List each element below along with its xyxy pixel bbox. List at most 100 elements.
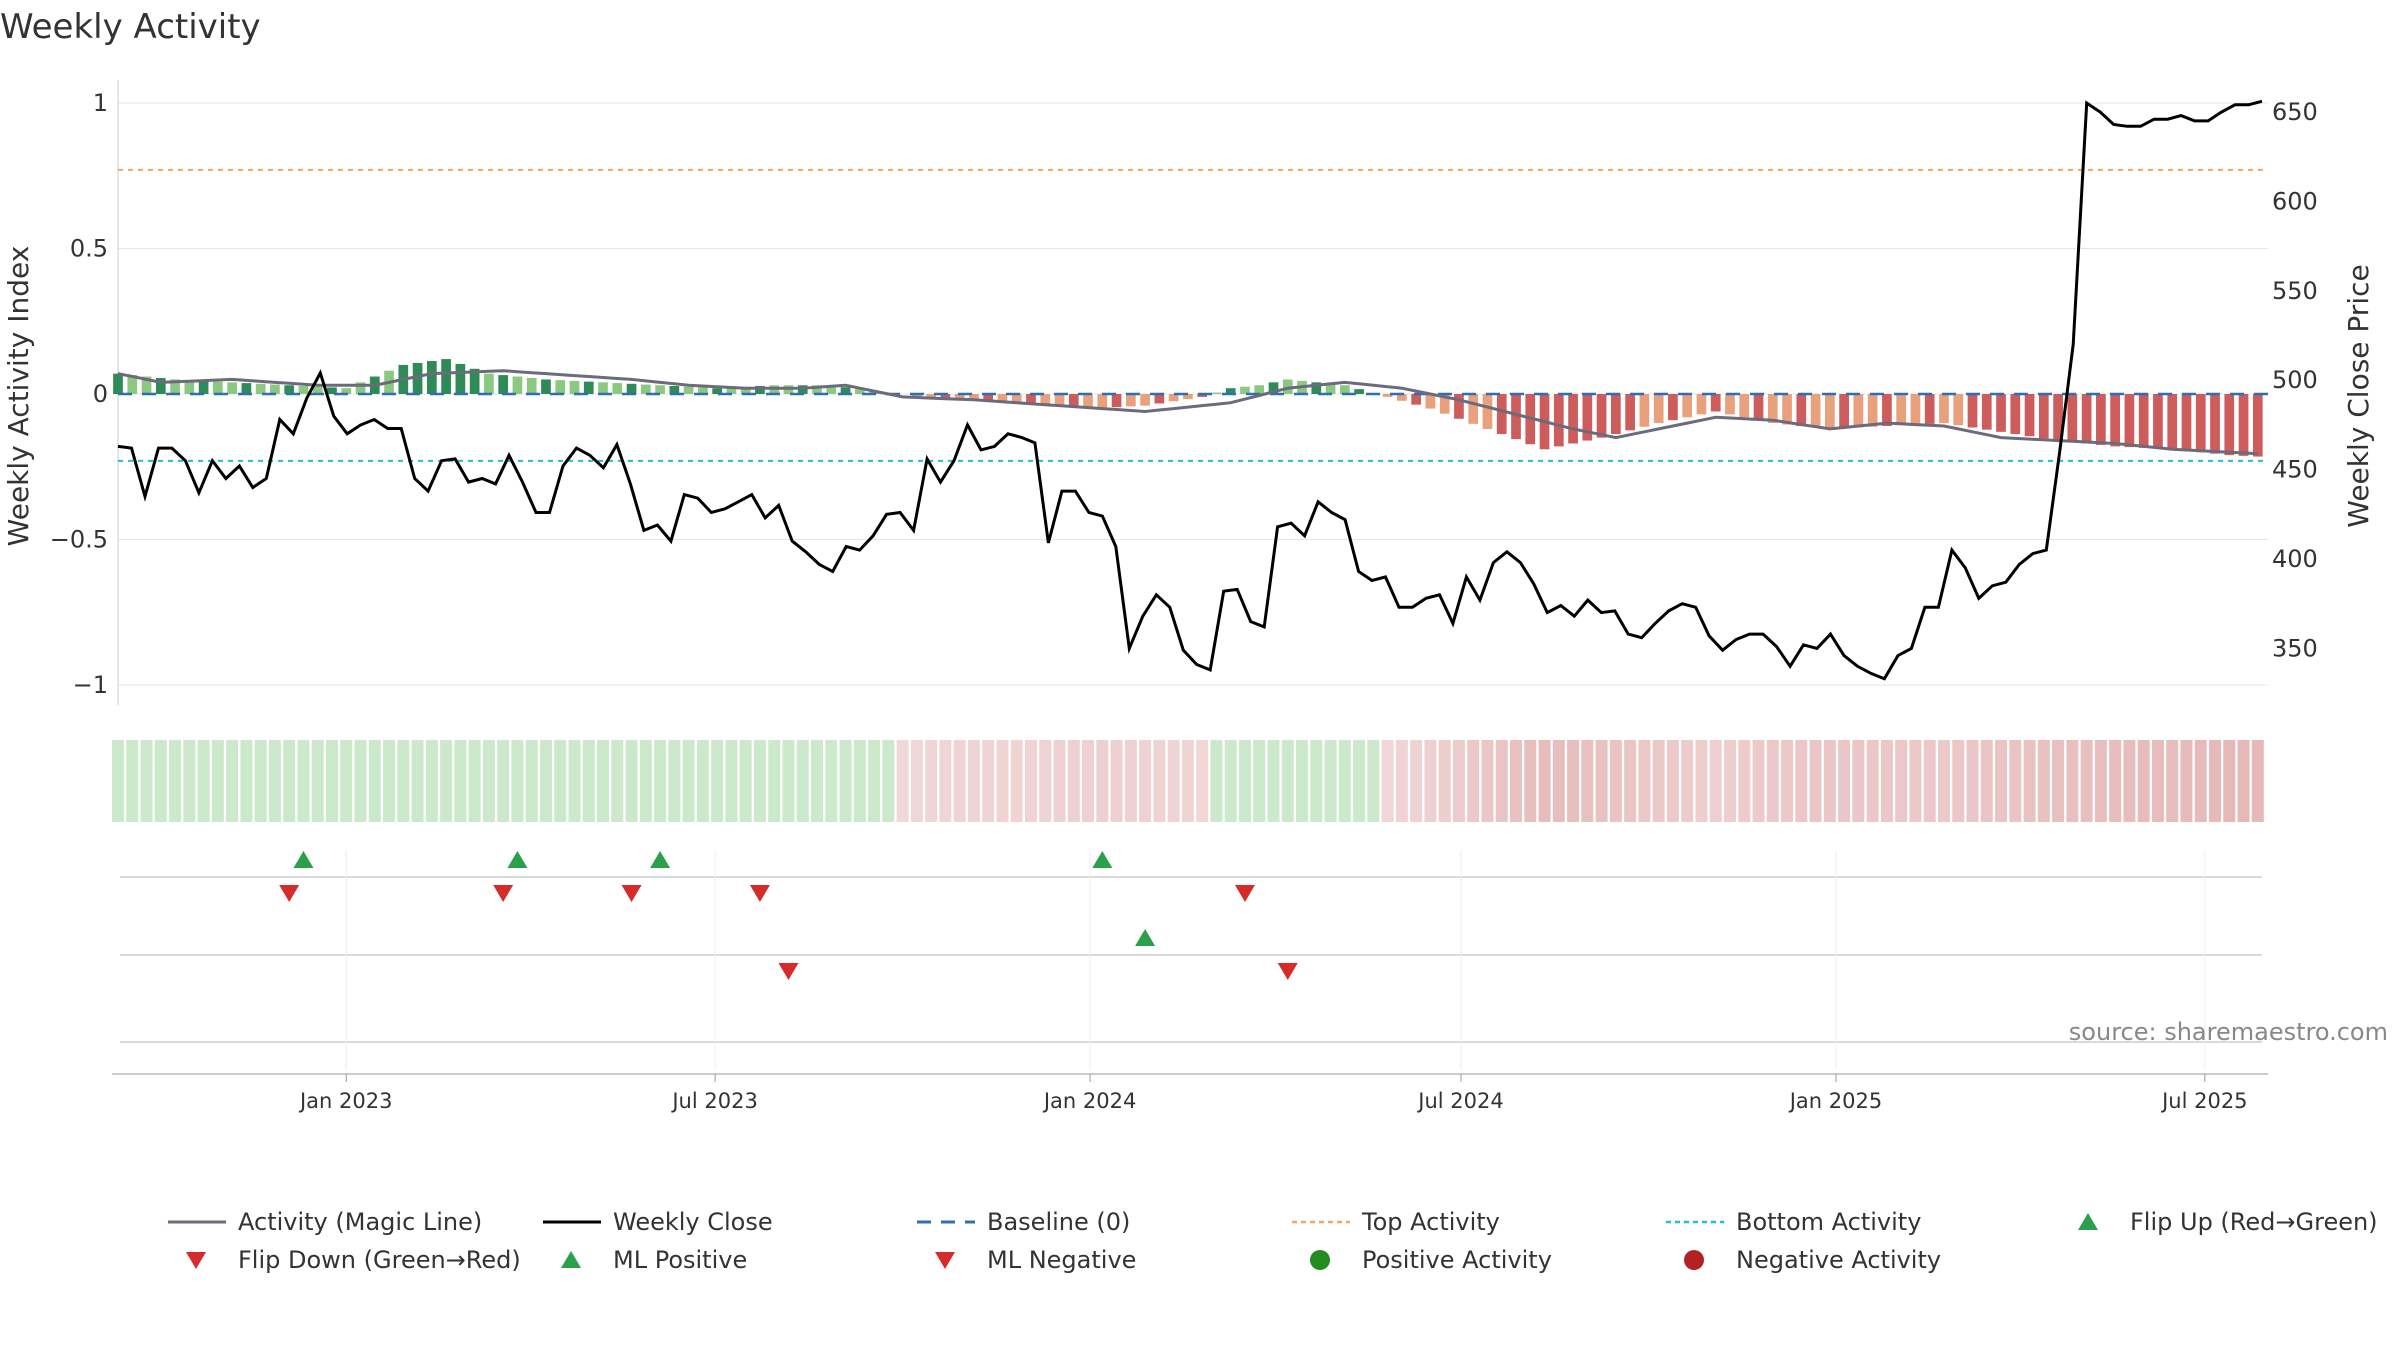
strip-cell xyxy=(896,740,909,822)
strip-cell xyxy=(1410,740,1423,822)
legend-label: Negative Activity xyxy=(1736,1246,1941,1274)
activity-bar xyxy=(1796,394,1807,427)
strip-cell xyxy=(340,740,353,822)
activity-bar xyxy=(1225,388,1236,394)
activity-bar xyxy=(1839,394,1849,429)
strip-cell xyxy=(2037,740,2050,822)
strip-cell xyxy=(411,740,424,822)
activity-bar xyxy=(1625,394,1635,431)
legend-swatch-circle xyxy=(1310,1250,1330,1270)
activity-bar xyxy=(598,382,608,394)
strip-cell xyxy=(254,740,267,822)
activity-bar xyxy=(426,361,437,394)
strip-cell xyxy=(1995,740,2008,822)
strip-cell xyxy=(1852,740,1865,822)
activity-bar xyxy=(612,383,623,394)
strip-cell xyxy=(1296,740,1309,822)
strip-cell xyxy=(2166,740,2179,822)
strip-cell xyxy=(1381,740,1394,822)
activity-bar xyxy=(484,373,494,394)
strip-cell xyxy=(853,740,866,822)
activity-bar xyxy=(1511,394,1521,440)
strip-cell xyxy=(482,740,495,822)
strip-cell xyxy=(1167,740,1180,822)
activity-bar xyxy=(2024,394,2035,437)
activity-bar xyxy=(1553,394,1564,447)
strip-cell xyxy=(739,740,752,822)
strip-cell xyxy=(554,740,567,822)
strip-cell xyxy=(1966,740,1979,822)
legend-item: ML Positive xyxy=(561,1246,747,1274)
activity-bar xyxy=(1411,394,1422,405)
strip-cell xyxy=(1510,740,1523,822)
activity-bar xyxy=(669,385,680,394)
strip-cell xyxy=(1923,740,1936,822)
flip-up-marker xyxy=(293,851,314,868)
activity-bar xyxy=(555,380,566,394)
activity-bar xyxy=(1639,394,1650,427)
activity-bar xyxy=(1425,394,1436,409)
activity-bar xyxy=(1582,394,1593,441)
activity-bar xyxy=(184,380,195,394)
strip-cell xyxy=(2237,740,2250,822)
date-tick-label: Jan 2023 xyxy=(298,1089,393,1113)
right-tick-label: 550 xyxy=(2272,277,2318,305)
activity-bar xyxy=(1068,394,1079,408)
activity-bar xyxy=(712,388,722,394)
strip-cell xyxy=(2052,740,2065,822)
strip-cell xyxy=(753,740,766,822)
activity-bar xyxy=(1739,394,1750,418)
activity-bar xyxy=(284,385,295,394)
activity-bar xyxy=(1568,394,1578,444)
activity-bar xyxy=(241,383,252,394)
strip-cell xyxy=(1067,740,1080,822)
strip-cell xyxy=(1267,740,1280,822)
activity-bar xyxy=(1482,394,1493,429)
strip-cell xyxy=(1139,740,1152,822)
flip-marker-panel: Jan 2023 Jul 2023 Jan 2024 Jul 2024 Jan 2025… xyxy=(112,850,2268,1113)
activity-bar xyxy=(1140,394,1150,406)
activity-bar xyxy=(1810,394,1821,428)
strip-cell xyxy=(2209,740,2222,822)
strip-cell xyxy=(811,740,823,822)
activity-bar xyxy=(1397,394,1407,401)
legend-item: Activity (Magic Line) xyxy=(168,1208,482,1236)
strip-cell xyxy=(582,740,595,822)
strip-cell xyxy=(682,740,695,822)
flip-up-marker xyxy=(1092,851,1113,868)
activity-bar xyxy=(2195,394,2206,453)
strip-cell xyxy=(2023,740,2036,822)
strip-cell xyxy=(226,740,239,822)
activity-bar xyxy=(812,385,822,394)
activity-bar xyxy=(141,376,152,394)
activity-bar xyxy=(1496,394,1507,435)
left-tick-label: −0.5 xyxy=(50,526,108,554)
activity-bar xyxy=(1967,394,1978,428)
strip-cell xyxy=(1880,740,1893,822)
activity-bar xyxy=(755,385,765,394)
strip-cell xyxy=(240,740,253,822)
legend-label: Flip Up (Red→Green) xyxy=(2130,1208,2378,1236)
activity-bar xyxy=(1710,394,1721,412)
activity-bar xyxy=(1468,394,1479,424)
strip-cell xyxy=(1438,740,1451,822)
activity-bar xyxy=(1753,394,1764,421)
strip-cell xyxy=(2223,740,2236,822)
right-axis-label: Weekly Close Price xyxy=(2342,264,2375,527)
ml-negative-marker xyxy=(778,963,799,980)
activity-bar xyxy=(1054,394,1065,406)
strip-cell xyxy=(1210,740,1223,822)
strip-cell xyxy=(1538,740,1551,822)
strip-cell xyxy=(2066,740,2079,822)
strip-cell xyxy=(568,740,581,822)
legend-item: Baseline (0) xyxy=(917,1208,1130,1236)
weekly-close-line xyxy=(117,99,2263,681)
date-tick-label: Jan 2025 xyxy=(1788,1089,1883,1113)
strip-cell xyxy=(1766,740,1779,822)
activity-bar xyxy=(327,387,337,394)
activity-bar xyxy=(1154,394,1165,404)
left-axis-label: Weekly Activity Index xyxy=(2,246,35,547)
activity-bar xyxy=(1040,394,1051,405)
activity-bar xyxy=(1339,385,1350,394)
